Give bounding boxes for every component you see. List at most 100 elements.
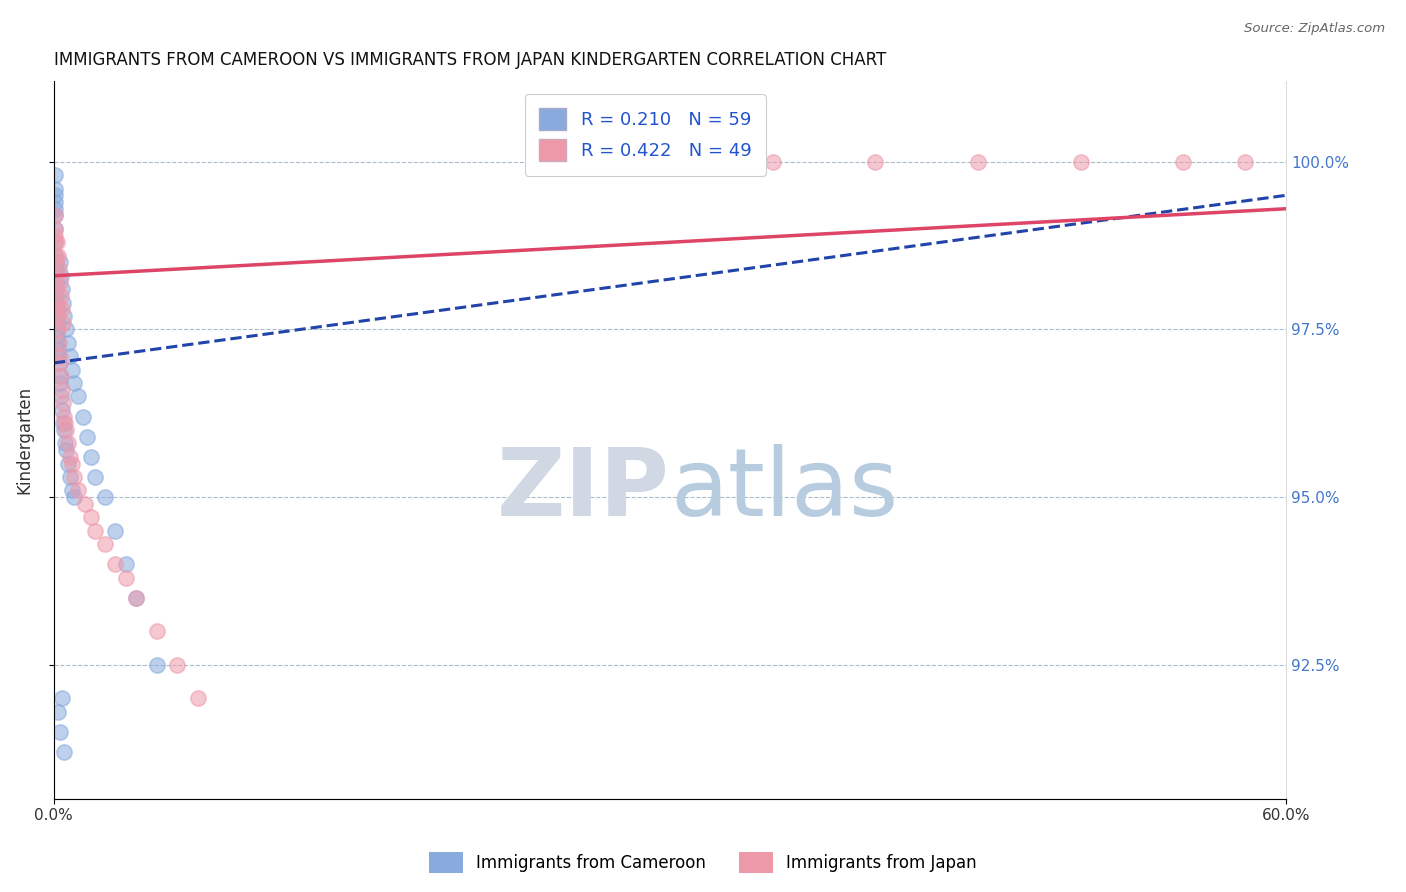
Point (44, 235, 66, 250)
Point (48, 369, 70, 384)
Point (45, 268, 67, 283)
Text: Source: ZipAtlas.com: Source: ZipAtlas.com (1244, 22, 1385, 36)
Point (48, 335, 70, 350)
Point (187, 691, 209, 706)
Point (44, 181, 66, 195)
Point (52, 396, 75, 410)
Point (49, 289, 72, 303)
Point (52, 295, 75, 310)
Point (55, 423, 77, 437)
Point (46, 705, 69, 719)
Point (45, 235, 67, 250)
Point (46, 302, 69, 317)
Point (83, 470, 105, 484)
Point (55, 322, 77, 336)
Point (63, 376, 86, 390)
Point (46, 295, 69, 310)
Point (53, 436, 76, 450)
Point (45, 282, 67, 296)
Point (76, 430, 98, 444)
Point (45, 276, 67, 290)
Point (145, 657, 167, 672)
Point (44, 202, 66, 216)
Point (58, 457, 80, 471)
Point (51, 691, 73, 706)
Point (60, 457, 83, 471)
Point (46, 335, 69, 350)
Point (52, 316, 75, 330)
Point (63, 470, 86, 484)
Point (44, 222, 66, 236)
Point (46, 329, 69, 343)
Point (104, 524, 127, 538)
Point (46, 343, 69, 357)
Point (51, 282, 73, 296)
Point (761, 154, 783, 169)
Point (49, 369, 72, 384)
Text: atlas: atlas (669, 444, 898, 536)
Point (67, 389, 90, 403)
Point (59, 349, 82, 363)
Point (114, 557, 136, 571)
Point (80, 450, 103, 464)
Point (45, 255, 67, 269)
Point (80, 510, 103, 524)
Point (60, 362, 83, 376)
Point (58, 436, 80, 450)
Point (49, 276, 72, 290)
Point (44, 209, 66, 223)
Point (59, 470, 82, 484)
Point (72, 409, 94, 424)
Point (45, 249, 67, 263)
Point (48, 262, 70, 277)
Point (53, 745, 76, 759)
Point (49, 268, 72, 283)
Point (49, 255, 72, 269)
Point (45, 289, 67, 303)
Point (67, 483, 90, 498)
Legend: Immigrants from Cameroon, Immigrants from Japan: Immigrants from Cameroon, Immigrants fro… (423, 846, 983, 880)
Point (45, 309, 67, 323)
Point (51, 403, 73, 417)
Point (49, 389, 72, 403)
Point (45, 255, 67, 269)
Point (63, 490, 86, 504)
Point (45, 302, 67, 317)
Point (94, 490, 117, 504)
Point (44, 168, 66, 182)
Point (48, 349, 70, 363)
Point (45, 262, 67, 277)
Point (59, 450, 82, 464)
Point (46, 249, 69, 263)
Point (48, 349, 70, 363)
Point (1233, 154, 1256, 169)
Point (58, 335, 80, 350)
Point (44, 249, 66, 263)
Point (44, 228, 66, 243)
Point (53, 309, 76, 323)
Point (865, 154, 887, 169)
Legend: R = 0.210   N = 59, R = 0.422   N = 49: R = 0.210 N = 59, R = 0.422 N = 49 (524, 94, 766, 176)
Point (53, 409, 76, 424)
Point (46, 309, 69, 323)
Point (49, 376, 72, 390)
Point (52, 417, 75, 431)
Point (94, 537, 117, 551)
Point (145, 624, 167, 639)
Point (45, 316, 67, 330)
Point (967, 154, 990, 169)
Text: IMMIGRANTS FROM CAMEROON VS IMMIGRANTS FROM JAPAN KINDERGARTEN CORRELATION CHART: IMMIGRANTS FROM CAMEROON VS IMMIGRANTS F… (53, 51, 886, 69)
Text: ZIP: ZIP (498, 444, 669, 536)
Point (55, 443, 77, 458)
Point (48, 322, 70, 336)
Point (44, 235, 66, 250)
Point (44, 222, 66, 236)
Point (45, 295, 67, 310)
Point (166, 657, 188, 672)
Point (73, 497, 96, 511)
Point (1173, 154, 1195, 169)
Point (44, 188, 66, 202)
Point (1070, 154, 1092, 169)
Point (125, 591, 148, 605)
Point (44, 209, 66, 223)
